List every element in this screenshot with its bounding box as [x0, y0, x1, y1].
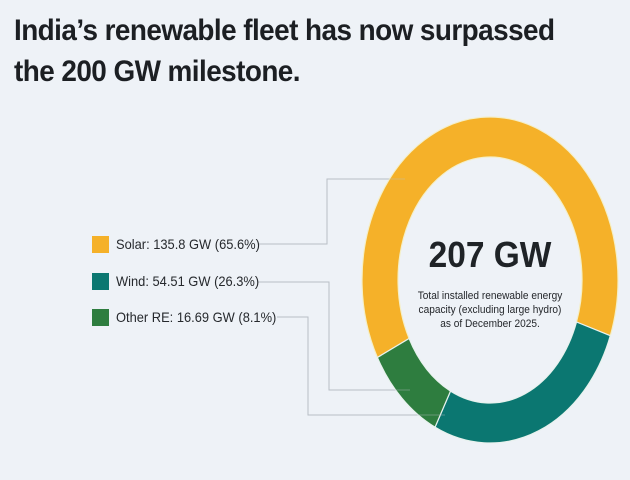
legend-swatch-other	[92, 308, 109, 326]
chart-title-line-1: India’s renewable fleet has now surpasse…	[14, 14, 555, 47]
legend-swatch-solar	[92, 235, 109, 253]
chart-title: India’s renewable fleet has now surpasse…	[14, 10, 581, 92]
legend-item-wind: Wind: 54.51 GW (26.3%)	[92, 271, 272, 291]
connector-solar	[258, 178, 405, 245]
caption-line-3: as of December 2025.	[440, 318, 540, 330]
donut-ring	[361, 116, 619, 444]
legend-item-solar: Solar: 135.8 GW (65.6%)	[92, 234, 272, 254]
donut-segment-other[interactable]	[376, 337, 452, 429]
donut-segment-wind[interactable]	[434, 321, 612, 444]
donut-segment-solar[interactable]	[361, 116, 619, 359]
legend-swatch-wind	[92, 272, 109, 290]
legend-label-solar: Solar: 135.8 GW (65.6%)	[116, 236, 260, 252]
connector-wind	[258, 281, 410, 391]
chart-title-line-2: the 200 GW milestone.	[14, 55, 301, 88]
connector-other	[277, 316, 445, 416]
legend-item-other: Other RE: 16.69 GW (8.1%)	[92, 307, 290, 327]
legend-label-wind: Wind: 54.51 GW (26.3%)	[116, 273, 260, 289]
connector-overlays	[380, 178, 445, 416]
donut-center: 207 GW Total installed renewable energy …	[400, 233, 580, 331]
legend-label-other: Other RE: 16.69 GW (8.1%)	[116, 309, 277, 325]
caption-line-2: capacity (excluding large hydro)	[418, 304, 562, 316]
caption-line-1: Total installed renewable energy	[417, 290, 563, 302]
total-capacity-value: 207 GW	[428, 234, 552, 275]
connector-lines	[258, 178, 445, 416]
total-capacity-caption: Total installed renewable energy capacit…	[407, 289, 573, 331]
